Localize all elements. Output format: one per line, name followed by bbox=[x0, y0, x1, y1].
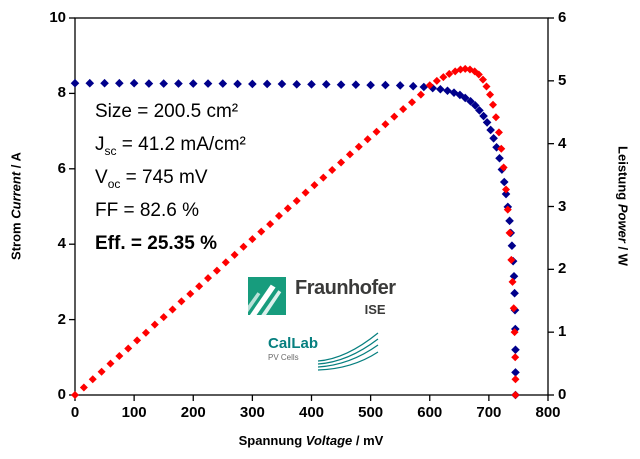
fraunhofer-logo: Fraunhofer ISE bbox=[248, 277, 396, 317]
right-y-tick-label: 0 bbox=[558, 386, 567, 403]
size-value: Size = 200.5 cm² bbox=[95, 95, 246, 128]
left-y-tick-label: 10 bbox=[49, 9, 66, 26]
current-series bbox=[70, 78, 520, 400]
right-y-tick-label: 2 bbox=[558, 260, 567, 278]
left-axis-title-unit: / A bbox=[8, 152, 24, 172]
x-axis-title-de: Spannung bbox=[238, 433, 306, 448]
left-y-tick-label: 4 bbox=[57, 235, 66, 253]
cell-parameters: Size = 200.5 cm² Jsc = 41.2 mA/cm² Voc =… bbox=[95, 95, 246, 260]
x-tick-label: 800 bbox=[535, 404, 561, 421]
x-axis-title-en: Voltage bbox=[305, 433, 353, 448]
jsc-value: Jsc = 41.2 mA/cm² bbox=[95, 128, 246, 161]
voc-value: Voc = 745 mV bbox=[95, 161, 246, 194]
jsc-subscript: sc bbox=[104, 143, 117, 158]
callab-subtitle: PV Cells bbox=[268, 353, 299, 362]
x-tick-label: 300 bbox=[239, 404, 265, 421]
ff-value: FF = 82.6 % bbox=[95, 194, 246, 227]
right-axis-title-en: Power bbox=[615, 203, 631, 243]
callab-wordmark: CalLab PV Cells bbox=[268, 335, 318, 362]
right-axis-title-unit: / W bbox=[615, 242, 631, 266]
callab-logo: CalLab PV Cells bbox=[258, 331, 380, 373]
fraunhofer-wordmark: Fraunhofer ISE bbox=[295, 277, 396, 317]
left-axis-title-de: Strom bbox=[8, 218, 24, 260]
x-tick-label: 400 bbox=[298, 404, 325, 421]
power-series bbox=[71, 64, 520, 399]
fraunhofer-logo-icon bbox=[248, 277, 286, 315]
fraunhofer-name: Fraunhofer bbox=[295, 277, 396, 299]
right-y-tick-label: 6 bbox=[558, 9, 567, 26]
right-axis-title: Leistung Power / W bbox=[616, 146, 631, 266]
jsc-text: = 41.2 mA/cm² bbox=[116, 134, 246, 155]
left-y-tick-label: 0 bbox=[57, 386, 66, 403]
left-y-tick-label: 2 bbox=[57, 310, 66, 328]
right-y-tick-label: 4 bbox=[558, 134, 567, 152]
right-axis-title-de: Leistung bbox=[615, 146, 631, 204]
x-tick-label: 600 bbox=[417, 404, 443, 421]
x-tick-label: 500 bbox=[358, 404, 384, 421]
left-y-tick-label: 6 bbox=[57, 159, 66, 177]
x-tick-label: 200 bbox=[180, 404, 206, 421]
right-y-tick-label: 5 bbox=[558, 71, 567, 89]
callab-name: CalLab bbox=[268, 335, 319, 352]
right-y-tick-label: 1 bbox=[558, 323, 567, 341]
x-tick-label: 0 bbox=[70, 404, 80, 421]
voc-text: = 745 mV bbox=[120, 167, 208, 188]
jsc-symbol: J bbox=[95, 134, 105, 155]
voc-subscript: oc bbox=[107, 176, 121, 191]
size-text: Size = 200.5 cm² bbox=[95, 101, 239, 122]
voc-symbol: V bbox=[95, 167, 108, 188]
eff-text: Eff. = 25.35 % bbox=[95, 233, 217, 254]
callab-swoosh-icon bbox=[317, 332, 379, 371]
fraunhofer-institute: ISE bbox=[364, 302, 386, 317]
left-axis-title-en: Current bbox=[8, 171, 24, 219]
eff-value: Eff. = 25.35 % bbox=[95, 227, 246, 260]
x-tick-label: 100 bbox=[121, 404, 147, 421]
x-tick-label: 700 bbox=[476, 404, 502, 421]
right-y-tick-label: 3 bbox=[558, 197, 567, 215]
ff-text: FF = 82.6 % bbox=[95, 200, 200, 221]
left-y-tick-label: 8 bbox=[57, 84, 66, 102]
left-axis-title: Strom Current / A bbox=[9, 152, 24, 260]
x-axis-title-unit: / mV bbox=[352, 433, 384, 448]
x-axis-title: Spannung Voltage / mV bbox=[239, 433, 384, 448]
